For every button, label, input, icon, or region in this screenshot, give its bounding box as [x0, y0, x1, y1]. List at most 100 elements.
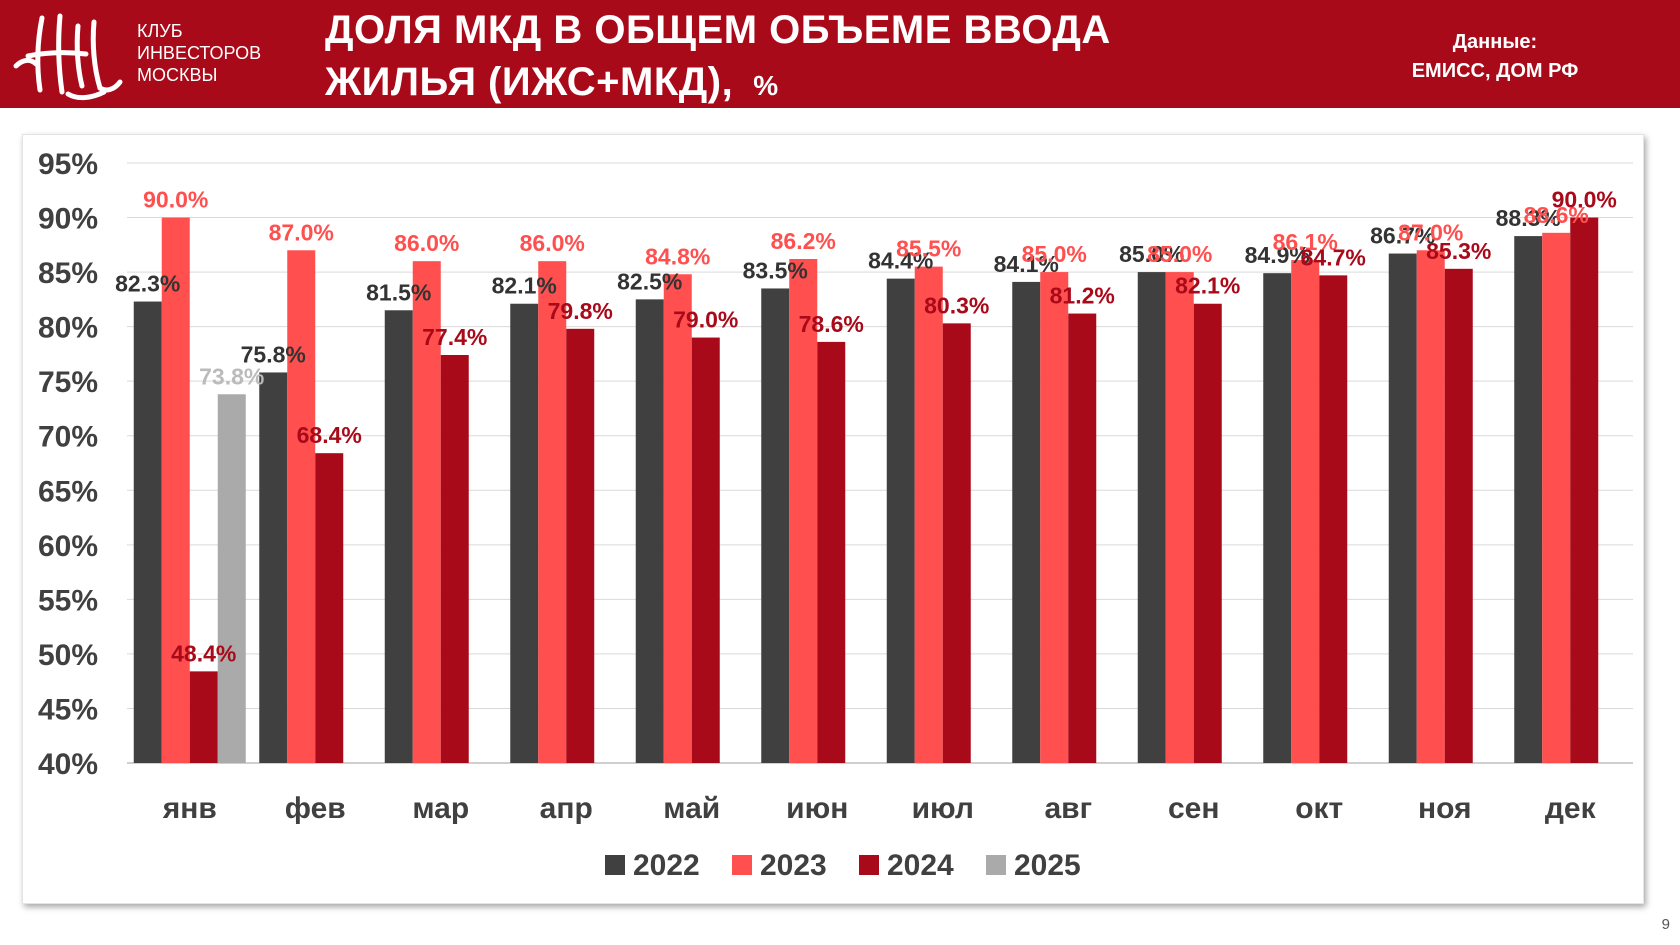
bar-2024: [566, 328, 595, 763]
y-tick-label: 70%: [38, 421, 98, 454]
data-label-2023: 90.0%: [143, 187, 208, 213]
data-label-2023: 86.0%: [394, 230, 459, 256]
data-label-2024: 90.0%: [1552, 187, 1617, 213]
bar-2024: [315, 453, 344, 763]
x-tick-label: окт: [1295, 792, 1343, 825]
page-number: 9: [1661, 916, 1670, 933]
x-tick-label: май: [663, 792, 720, 825]
page-title: ДОЛЯ МКД В ОБЩЕМ ОБЪЕМЕ ВВОДА ЖИЛЬЯ (ИЖС…: [325, 4, 1111, 112]
data-label-2022: 85.0%: [1119, 241, 1184, 267]
data-label-2025: 73.8%: [199, 363, 264, 389]
bar-2023: [161, 217, 190, 763]
y-tick-label: 75%: [38, 366, 98, 399]
bar-2022: [1514, 236, 1543, 763]
legend-swatch-2024: [859, 855, 879, 875]
bar-2022: [635, 299, 664, 763]
x-tick-label: ноя: [1418, 792, 1472, 825]
bar-2022: [1388, 253, 1417, 763]
x-tick-label: янв: [162, 792, 217, 825]
y-tick-label: 60%: [38, 530, 98, 563]
bar-2023: [538, 261, 567, 763]
bar-2024: [817, 341, 846, 763]
club-logo-icon: [13, 13, 123, 101]
bar-2024: [189, 671, 218, 763]
data-label-2023: 84.8%: [645, 243, 710, 269]
bar-2024: [691, 337, 720, 763]
bar-2024: [1193, 303, 1222, 763]
bar-2023: [789, 259, 818, 763]
data-label-2024: 79.0%: [673, 307, 738, 333]
bar-2023: [663, 274, 692, 763]
x-tick-label: сен: [1168, 792, 1220, 825]
data-label-2024: 84.7%: [1301, 244, 1366, 270]
y-tick-label: 50%: [38, 639, 98, 672]
bar-2023: [1291, 260, 1320, 763]
legend-swatch-2023: [732, 855, 752, 875]
bar-2023: [287, 250, 316, 764]
club-name-line: МОСКВЫ: [137, 65, 218, 85]
bar-2022: [1012, 281, 1041, 763]
source-text: ЕМИСС, ДОМ РФ: [1411, 60, 1579, 82]
x-tick-label: дек: [1545, 792, 1597, 825]
header-banner: КЛУБ ИНВЕСТОРОВ МОСКВЫ ДОЛЯ МКД В ОБЩЕМ …: [0, 0, 1680, 108]
x-tick-label: июл: [912, 792, 974, 825]
data-label-2024: 77.4%: [422, 324, 487, 350]
y-tick-label: 45%: [38, 693, 98, 726]
x-tick-label: авг: [1044, 792, 1092, 825]
data-label-2023: 86.0%: [520, 230, 585, 256]
data-label-2024: 48.4%: [171, 640, 236, 666]
bar-2023: [1416, 250, 1445, 764]
y-tick-label: 85%: [38, 257, 98, 290]
bar-2023: [412, 261, 441, 763]
data-label-2023: 87.0%: [1398, 219, 1463, 245]
title-line-1: ДОЛЯ МКД В ОБЩЕМ ОБЪЕМЕ ВВОДА: [325, 8, 1111, 52]
data-label-2023: 85.0%: [1147, 241, 1212, 267]
data-label-2023: 86.2%: [771, 228, 836, 254]
data-label-2023: 87.0%: [269, 219, 334, 245]
y-tick-label: 40%: [38, 748, 98, 781]
data-label-2022: 75.8%: [241, 341, 306, 367]
data-label-2024: 80.3%: [924, 292, 989, 318]
bar-2022: [1137, 272, 1166, 763]
data-label-2022: 82.1%: [492, 273, 557, 299]
data-label-2024: 68.4%: [297, 422, 362, 448]
data-label-2024: 81.2%: [1050, 283, 1115, 309]
y-tick-label: 90%: [38, 203, 98, 236]
data-label-2023: 85.5%: [896, 236, 961, 262]
data-label-2022: 88.3%: [1496, 205, 1561, 231]
bar-2024: [440, 355, 469, 763]
data-label-2022: 83.5%: [743, 257, 808, 283]
bar-2024: [1068, 313, 1097, 763]
bar-2022: [510, 303, 539, 763]
data-source: Данные: ЕМИСС, ДОМ РФ: [1370, 28, 1620, 86]
title-line-2: ЖИЛЬЯ (ИЖС+МКД),: [325, 60, 734, 104]
club-name-line: ИНВЕСТОРОВ: [137, 43, 262, 63]
bar-2022: [133, 301, 162, 763]
bar-2024: [942, 323, 971, 763]
bar-2022: [259, 372, 288, 763]
data-label-2023: 85.0%: [1022, 241, 1087, 267]
data-label-2022: 84.9%: [1245, 242, 1310, 268]
x-tick-label: мар: [412, 792, 469, 825]
x-tick-label: апр: [540, 792, 593, 825]
data-label-2022: 82.3%: [115, 271, 180, 297]
data-label-2024: 78.6%: [799, 311, 864, 337]
club-name-line: КЛУБ: [137, 21, 183, 41]
data-label-2023: 88.6%: [1524, 202, 1589, 228]
bar-2023: [1165, 272, 1194, 763]
bar-2023: [1040, 272, 1069, 763]
bar-2025: [217, 394, 246, 763]
bar-2023: [914, 266, 943, 763]
legend-label-2025: 2025: [1014, 849, 1081, 882]
y-tick-label: 65%: [38, 475, 98, 508]
data-label-2024: 85.3%: [1426, 238, 1491, 264]
legend-swatch-2022: [605, 855, 625, 875]
data-label-2022: 86.7%: [1370, 223, 1435, 249]
data-label-2022: 84.1%: [994, 251, 1059, 277]
legend-label-2022: 2022: [633, 849, 700, 882]
bar-2024: [1444, 268, 1473, 763]
title-unit: %: [753, 70, 779, 101]
y-tick-label: 55%: [38, 584, 98, 617]
bar-2024: [1319, 275, 1348, 763]
x-tick-label: фев: [285, 792, 346, 825]
